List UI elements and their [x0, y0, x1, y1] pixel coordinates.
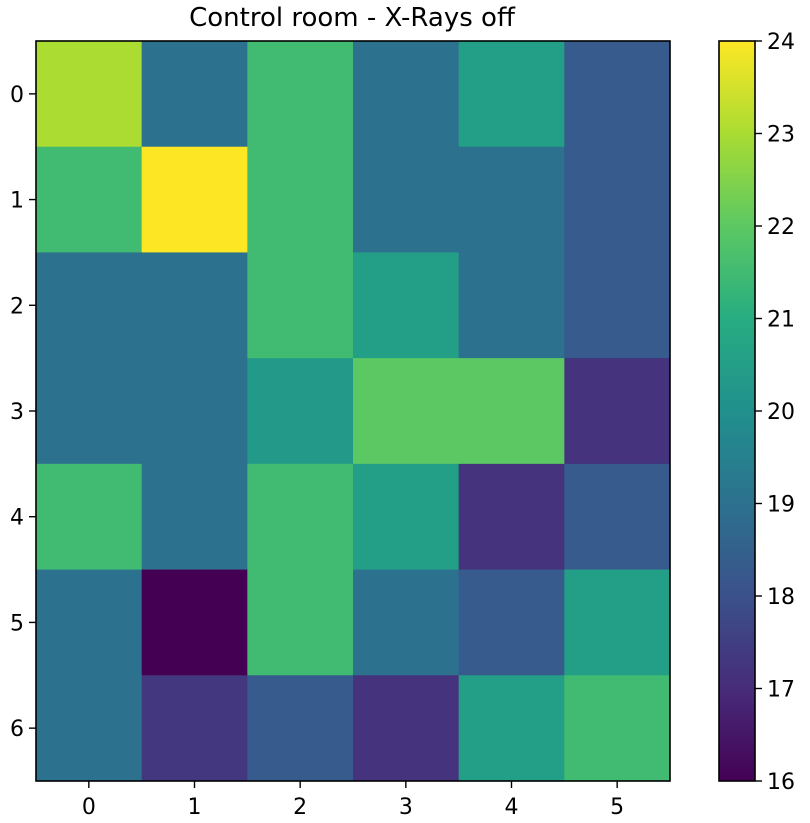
y-tick-label: 5	[10, 611, 24, 636]
colorbar-tick-label: 20	[767, 400, 795, 425]
heatmap-cell-r0-c0	[36, 41, 143, 148]
colorbar-tick-label: 21	[767, 308, 795, 333]
x-tick-label: 3	[399, 795, 413, 820]
heatmap-cell-r3-c5	[564, 358, 671, 465]
heatmap-cell-r4-c2	[247, 463, 354, 571]
heatmap-cell-r2-c0	[36, 252, 143, 359]
colorbar-axis: 16 17 18 19 20 21 22 23 24	[755, 30, 795, 795]
x-tick-label: 2	[293, 795, 307, 820]
colorbar-tick-label: 16	[767, 770, 795, 795]
heatmap-cell-r5-c2	[247, 569, 354, 676]
colorbar-tick-label: 18	[767, 585, 795, 610]
x-tick-label: 1	[188, 795, 202, 820]
heatmap-cell-r0-c2	[247, 41, 354, 148]
y-tick-label: 6	[10, 717, 24, 742]
colorbar-tick-label: 17	[767, 678, 795, 703]
heatmap-cell-r2-c5	[564, 252, 671, 359]
x-tick-label: 5	[610, 795, 624, 820]
heatmap-cell-r1-c0	[36, 146, 143, 253]
heatmap-cell-r5-c5	[564, 569, 671, 676]
heatmap-cell-r3-c2	[247, 358, 354, 465]
y-axis: 0 1 2 3 4 5 6	[10, 83, 36, 742]
colorbar-tick-label: 23	[767, 123, 795, 148]
heatmap-cell-r2-c1	[141, 252, 248, 359]
heatmap-cell-r0-c4	[458, 41, 565, 148]
heatmap-cell-r5-c1	[141, 569, 248, 676]
colorbar-tick-label: 24	[767, 30, 795, 55]
chart-title: Control room - X-Rays off	[189, 3, 516, 33]
heatmap-cell-r3-c3	[353, 358, 460, 465]
heatmap-cell-r1-c3	[353, 146, 460, 253]
heatmap-cell-r1-c2	[247, 146, 354, 253]
heatmap-cell-r4-c0	[36, 463, 143, 571]
y-tick-label: 0	[10, 83, 24, 108]
x-axis: 0 1 2 3 4 5	[82, 781, 624, 820]
heatmap-cell-r3-c4	[458, 358, 565, 465]
heatmap-cell-r1-c4	[458, 146, 565, 253]
heatmap-cell-r2-c3	[353, 252, 460, 359]
y-tick-label: 1	[10, 189, 24, 214]
heatmap-cell-r6-c5	[564, 675, 671, 782]
heatmap-cell-r6-c2	[247, 675, 354, 782]
heatmap-cell-r0-c3	[353, 41, 460, 148]
y-tick-label: 2	[10, 294, 24, 319]
heatmap-cell-r0-c5	[564, 41, 671, 148]
y-tick-label: 4	[10, 506, 24, 531]
heatmap-cells	[36, 41, 671, 782]
y-tick-label: 3	[10, 400, 24, 425]
heatmap-cell-r1-c1	[141, 146, 248, 253]
heatmap-cell-r4-c3	[353, 463, 460, 571]
heatmap-cell-r3-c1	[141, 358, 248, 465]
colorbar-tick-label: 22	[767, 215, 795, 240]
heatmap-cell-r2-c2	[247, 252, 354, 359]
heatmap-cell-r6-c1	[141, 675, 248, 782]
heatmap-cell-r6-c0	[36, 675, 143, 782]
heatmap-cell-r6-c3	[353, 675, 460, 782]
heatmap-cell-r4-c4	[458, 463, 565, 571]
heatmap-cell-r4-c1	[141, 463, 248, 571]
heatmap-cell-r0-c1	[141, 41, 248, 148]
heatmap-cell-r5-c4	[458, 569, 565, 676]
x-tick-label: 0	[82, 795, 96, 820]
heatmap-cell-r5-c3	[353, 569, 460, 676]
colorbar	[719, 41, 755, 781]
heatmap-cell-r5-c0	[36, 569, 143, 676]
x-tick-label: 4	[505, 795, 519, 820]
heatmap-cell-r6-c4	[458, 675, 565, 782]
heatmap-cell-r4-c5	[564, 463, 671, 571]
heatmap-cell-r2-c4	[458, 252, 565, 359]
heatmap-cell-r3-c0	[36, 358, 143, 465]
heatmap-cell-r1-c5	[564, 146, 671, 253]
colorbar-tick-label: 19	[767, 493, 795, 518]
